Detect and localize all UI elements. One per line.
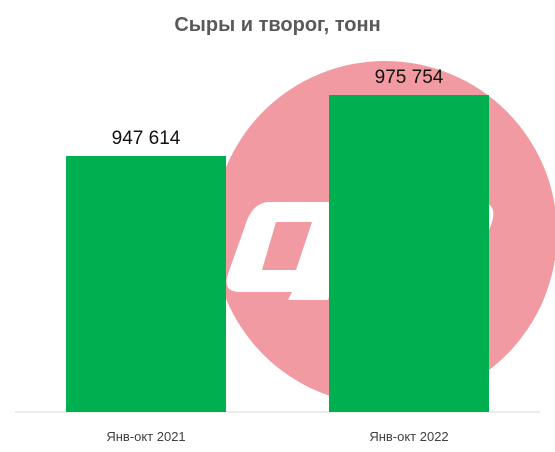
bars-group xyxy=(66,95,489,412)
data-label-1: 947 614 xyxy=(112,128,181,149)
watermark-letters xyxy=(226,196,494,326)
bar-2 xyxy=(329,95,489,412)
x-tick-label-2: Янв-окт 2022 xyxy=(369,429,448,444)
data-labels-group: 947 614 975 754 xyxy=(112,67,444,149)
x-tick-label-1: Янв-окт 2021 xyxy=(106,429,185,444)
chart-title: Сыры и творог, тонн xyxy=(174,14,381,36)
data-label-2: 975 754 xyxy=(375,67,444,88)
bar-1 xyxy=(66,156,226,412)
x-tick-labels-group: Янв-окт 2021 Янв-окт 2022 xyxy=(106,429,448,444)
